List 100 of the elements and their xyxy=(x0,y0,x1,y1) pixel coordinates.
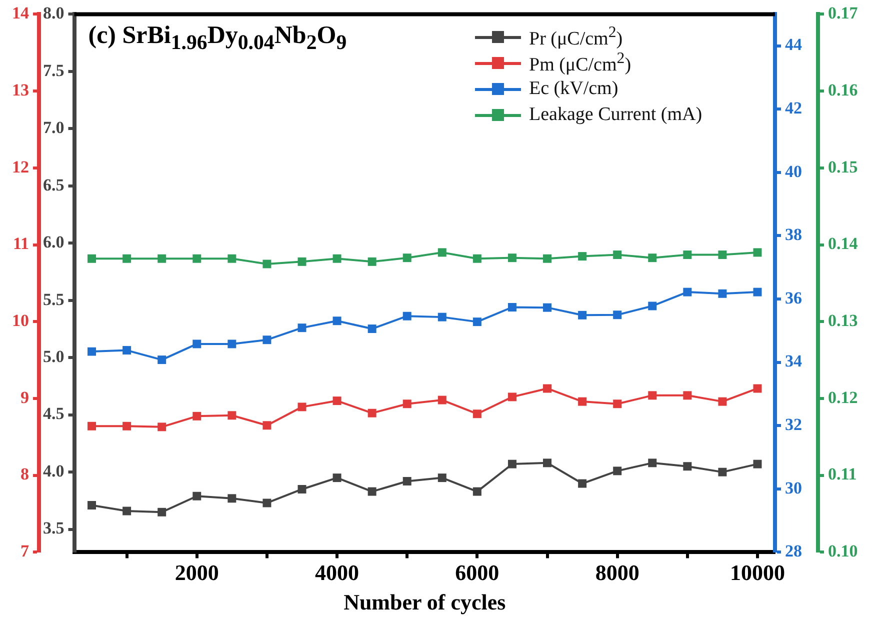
point xyxy=(192,340,202,348)
y-tick-label: 0.11 xyxy=(828,464,857,484)
y3-tick-label: 44 xyxy=(785,35,802,54)
y-tick-label: 0.10 xyxy=(828,542,858,561)
point xyxy=(578,479,587,488)
point xyxy=(683,391,692,400)
point xyxy=(472,410,482,418)
point xyxy=(718,468,727,476)
y3-tick-label: 32 xyxy=(785,415,802,434)
point xyxy=(718,397,727,406)
y-tick-label: 0.14 xyxy=(828,234,858,254)
y3-tick-label: 30 xyxy=(785,478,802,498)
point xyxy=(298,324,306,332)
point xyxy=(402,312,412,320)
point xyxy=(543,384,552,393)
point xyxy=(472,318,482,326)
y3-tick-label: 40 xyxy=(785,162,802,181)
legend-label: Leakage Current (mA) xyxy=(529,104,702,126)
y-tick-label: 5.5 xyxy=(43,290,64,309)
y2-tick-label: 11 xyxy=(12,234,29,254)
x-axis-title: Number of cycles xyxy=(344,589,506,614)
point xyxy=(158,508,166,516)
point xyxy=(192,492,202,500)
y-tick-label: 3.5 xyxy=(43,518,64,538)
x-tick-label: 6000 xyxy=(455,560,500,586)
point xyxy=(298,485,306,494)
point xyxy=(683,288,692,296)
point xyxy=(158,356,166,364)
point xyxy=(543,303,552,312)
y3-tick-label: 34 xyxy=(785,352,802,371)
y3-tick-label: 38 xyxy=(785,225,802,244)
x-tick-label: 10000 xyxy=(730,560,785,586)
point xyxy=(332,474,342,482)
y2-tick-label: 14 xyxy=(12,4,30,23)
point xyxy=(228,340,236,348)
y-tick-label: 4.0 xyxy=(43,461,64,480)
point xyxy=(402,400,412,408)
point xyxy=(613,400,622,408)
point xyxy=(438,474,446,482)
point xyxy=(262,498,272,508)
y-tick-label: 0.17 xyxy=(828,4,858,23)
point xyxy=(228,494,236,503)
y-tick-label: 6.5 xyxy=(43,175,64,194)
point xyxy=(508,392,516,402)
point xyxy=(472,487,482,496)
point xyxy=(298,402,306,412)
y3-tick-label: 36 xyxy=(785,288,802,308)
point xyxy=(368,487,376,496)
point xyxy=(753,384,762,393)
y2-tick-label: 7 xyxy=(20,542,30,561)
point xyxy=(648,302,657,310)
point xyxy=(122,346,132,355)
point xyxy=(578,397,587,406)
point xyxy=(718,289,727,298)
y-tick-label: 0.16 xyxy=(828,80,858,100)
y-tick-label: 7.5 xyxy=(43,60,64,80)
y2-tick-label: 12 xyxy=(12,157,29,176)
point xyxy=(613,310,622,320)
x-tick-label: 2000 xyxy=(174,560,219,586)
point xyxy=(88,501,96,510)
point xyxy=(122,506,132,516)
point xyxy=(332,396,342,406)
y-tick-label: 6.0 xyxy=(43,232,64,252)
y2-tick-label: 8 xyxy=(20,464,29,484)
point xyxy=(438,312,446,322)
point xyxy=(543,458,552,468)
y-tick-label: 8.0 xyxy=(43,4,64,23)
point xyxy=(578,310,587,320)
y3-tick-label: 42 xyxy=(785,98,802,118)
point xyxy=(262,336,272,344)
point xyxy=(648,391,657,400)
point xyxy=(508,460,516,468)
point xyxy=(262,421,272,430)
y2-tick-label: 13 xyxy=(12,80,29,100)
point xyxy=(402,476,412,486)
point xyxy=(192,412,202,420)
point xyxy=(753,288,762,296)
point xyxy=(332,316,342,326)
point xyxy=(683,462,692,471)
y-tick-label: 0.15 xyxy=(828,157,858,176)
y3-tick-label: 28 xyxy=(785,542,802,561)
legend-label: Pm (μC/cm$^{2}$) xyxy=(529,50,632,76)
legend-label: Ec (kV/cm) xyxy=(529,78,618,100)
x-tick-label: 8000 xyxy=(595,560,640,586)
y2-tick-label: 10 xyxy=(12,311,29,330)
point xyxy=(368,408,376,418)
point xyxy=(122,422,132,430)
point xyxy=(613,466,622,476)
point xyxy=(88,422,96,430)
point xyxy=(158,422,166,432)
point xyxy=(753,460,762,468)
point xyxy=(508,303,516,312)
point xyxy=(648,458,657,468)
y-tick-label: 4.5 xyxy=(43,404,64,424)
y-tick-label: 5.0 xyxy=(43,346,64,366)
point xyxy=(88,347,96,356)
x-tick-label: 4000 xyxy=(315,560,360,586)
point xyxy=(438,396,446,404)
chart-title: (c) SrBi$_{1.96}$Dy$_{0.04}$Nb$_{2}$O$_{9}$ xyxy=(88,22,347,56)
legend-label: Pr (μC/cm$^{2}$) xyxy=(529,24,623,50)
